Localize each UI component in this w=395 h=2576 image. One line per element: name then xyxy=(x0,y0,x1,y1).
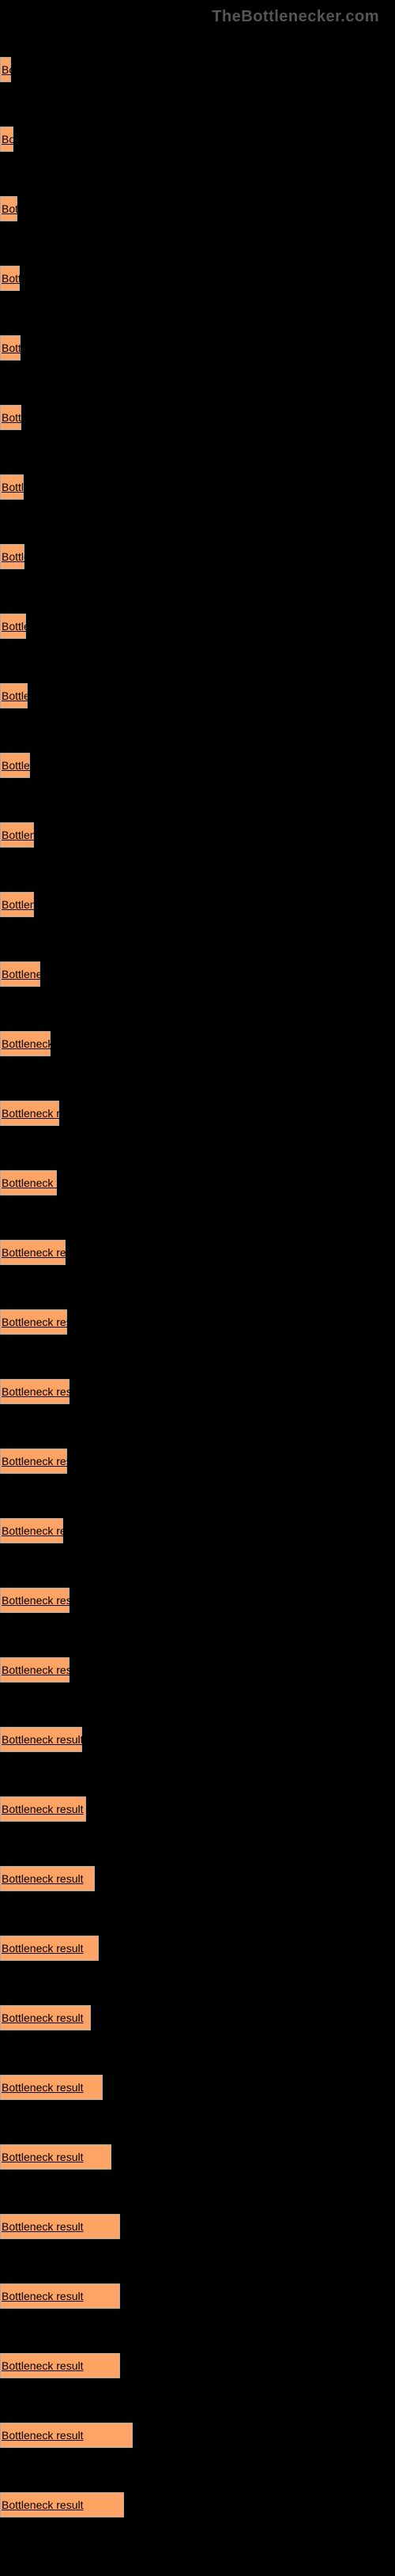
chart-row: Bottleneck result xyxy=(0,1292,395,1362)
chart-row: Bottleneck result xyxy=(0,2475,395,2544)
chart-bar-label-link[interactable]: Bottleneck result xyxy=(0,1521,84,1537)
bottleneck-bar-chart: Bottleneck result Bottleneck result Bottle… xyxy=(0,0,395,2576)
chart-row: Bottleneck result xyxy=(0,387,395,457)
chart-row: Bottleneck result xyxy=(0,109,395,179)
chart-bar-label-link[interactable]: Bottleneck result xyxy=(0,269,84,285)
chart-row: Bottleneck result xyxy=(0,40,395,109)
chart-bar-label-link[interactable]: Bottleneck result xyxy=(0,825,84,841)
chart-bar-label-link[interactable]: Bottleneck result xyxy=(0,617,84,633)
chart-row: Bottleneck result xyxy=(0,1988,395,2057)
chart-row: Bottleneck result xyxy=(0,1083,395,1153)
chart-row: Bottleneck result xyxy=(0,1222,395,1292)
chart-row: Bottleneck result xyxy=(0,1709,395,1779)
chart-bar-label-link[interactable]: Bottleneck result xyxy=(0,2078,84,2094)
chart-bar-label-link[interactable]: Bottleneck result xyxy=(0,686,84,702)
chart-bar-label-link[interactable]: Bottleneck result xyxy=(0,2217,84,2233)
chart-bar-label-link[interactable]: Bottleneck result xyxy=(0,1939,84,1955)
chart-row: Bottleneck result xyxy=(0,735,395,805)
chart-row: Bottleneck result xyxy=(0,1918,395,1988)
chart-row: Bottleneck result xyxy=(0,1501,395,1570)
chart-row: Bottleneck result xyxy=(0,1849,395,1918)
chart-bar-label-link[interactable]: Bottleneck result xyxy=(0,895,84,911)
chart-bar-label-link[interactable]: Bottleneck result xyxy=(0,1730,84,1746)
chart-bar-label-link[interactable]: Bottleneck result xyxy=(0,2287,84,2302)
chart-row: Bottleneck result xyxy=(0,527,395,596)
chart-row: Bottleneck result xyxy=(0,2196,395,2266)
chart-bar-label-link[interactable]: Bottleneck result xyxy=(0,1104,84,1120)
chart-row: Bottleneck result xyxy=(0,1431,395,1501)
chart-row: Bottleneck result xyxy=(0,248,395,318)
chart-bar-label-link[interactable]: Bottleneck result xyxy=(0,2147,84,2163)
chart-row: Bottleneck result xyxy=(0,1570,395,1640)
chart-row: Bottleneck result xyxy=(0,1640,395,1709)
chart-row: Bottleneck result xyxy=(0,944,395,1014)
chart-bar-label-link[interactable]: Bottleneck result xyxy=(0,1869,84,1885)
chart-row: Bottleneck result xyxy=(0,179,395,248)
chart-bar-label-link[interactable]: Bottleneck result xyxy=(0,1452,84,1467)
chart-bar-label-link[interactable]: Bottleneck result xyxy=(0,1313,84,1328)
chart-row: Bottleneck result xyxy=(0,666,395,735)
chart-row: Bottleneck result xyxy=(0,874,395,944)
chart-bar-label-link[interactable]: Bottleneck result xyxy=(0,60,84,76)
chart-row: Bottleneck result xyxy=(0,2127,395,2196)
chart-bar-label-link[interactable]: Bottleneck result xyxy=(0,2495,84,2511)
chart-bar-label-link[interactable]: Bottleneck result xyxy=(0,338,84,354)
chart-bar-label-link[interactable]: Bottleneck result xyxy=(0,408,84,424)
chart-bar-label-link[interactable]: Bottleneck result xyxy=(0,1243,84,1259)
chart-row: Bottleneck result xyxy=(0,2057,395,2127)
chart-row: Bottleneck result xyxy=(0,1014,395,1083)
chart-row: Bottleneck result xyxy=(0,457,395,527)
chart-bar-label-link[interactable]: Bottleneck result xyxy=(0,2356,84,2372)
chart-row: Bottleneck result xyxy=(0,596,395,666)
chart-bar-label-link[interactable]: Bottleneck result xyxy=(0,1382,84,1398)
chart-bar-label-link[interactable]: Bottleneck result xyxy=(0,547,84,563)
chart-bar-label-link[interactable]: Bottleneck result xyxy=(0,199,84,215)
chart-bar-label-link[interactable]: Bottleneck result xyxy=(0,756,84,772)
chart-bar-label-link[interactable]: Bottleneck result xyxy=(0,1591,84,1607)
chart-bar-label-link[interactable]: Bottleneck result xyxy=(0,1800,84,1815)
chart-row: Bottleneck result xyxy=(0,1779,395,1849)
chart-bar-label-link[interactable]: Bottleneck result xyxy=(0,1173,84,1189)
chart-bar-label-link[interactable]: Bottleneck result xyxy=(0,1034,84,1050)
chart-bar-label-link[interactable]: Bottleneck result xyxy=(0,1660,84,1676)
chart-row: Bottleneck result xyxy=(0,805,395,874)
chart-row: Bottleneck result xyxy=(0,2405,395,2475)
chart-row: Bottleneck result xyxy=(0,1362,395,1431)
chart-row: Bottleneck result xyxy=(0,318,395,387)
chart-bar-label-link[interactable]: Bottleneck result xyxy=(0,965,84,980)
chart-row: Bottleneck result xyxy=(0,1153,395,1222)
chart-row: Bottleneck result xyxy=(0,2336,395,2405)
chart-bar-label-link[interactable]: Bottleneck result xyxy=(0,478,84,493)
chart-bar-label-link[interactable]: Bottleneck result xyxy=(0,130,84,145)
chart-bar-label-link[interactable]: Bottleneck result xyxy=(0,2426,84,2442)
chart-row: Bottleneck result xyxy=(0,2266,395,2336)
chart-bar-label-link[interactable]: Bottleneck result xyxy=(0,2008,84,2024)
